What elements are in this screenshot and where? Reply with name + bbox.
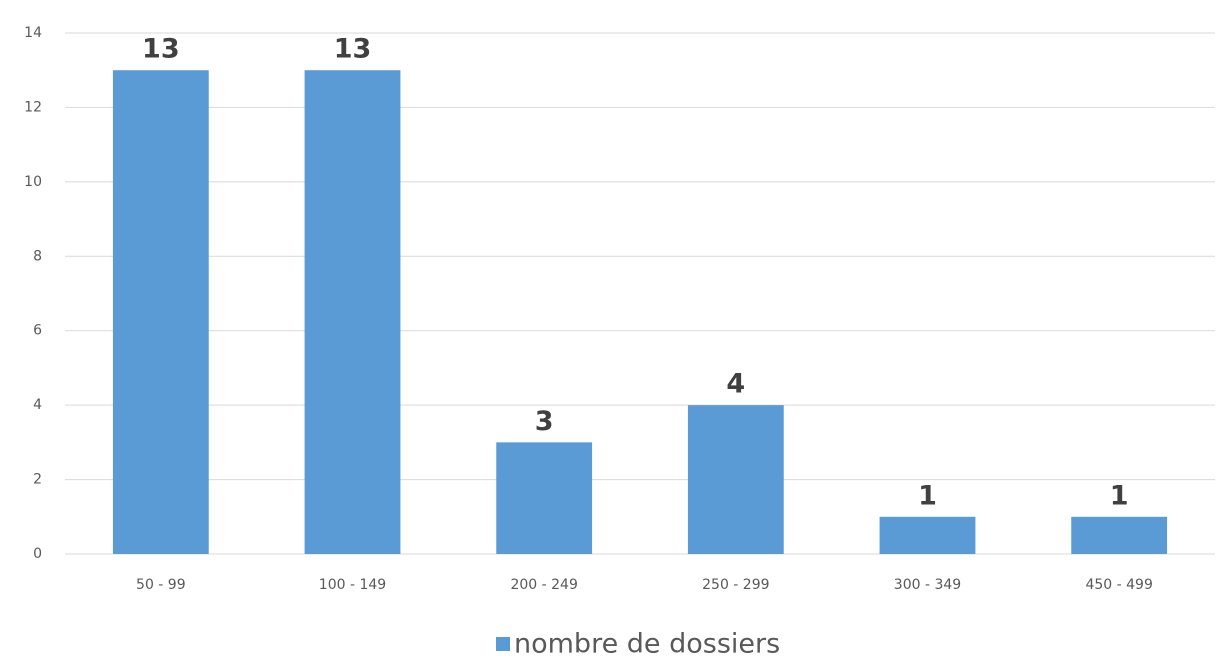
y-tick-label: 4	[33, 397, 42, 413]
bar	[496, 442, 593, 554]
data-label: 3	[535, 406, 554, 437]
data-label: 13	[334, 34, 372, 65]
x-tick-label: 450 - 499	[1085, 577, 1152, 593]
y-tick-label: 2	[33, 472, 42, 488]
bar	[112, 70, 209, 554]
legend-label: nombre de dossiers	[514, 629, 780, 659]
bar	[304, 70, 401, 554]
data-label: 13	[142, 34, 180, 65]
x-tick-label: 200 - 249	[510, 577, 577, 593]
data-label: 1	[918, 480, 937, 511]
y-tick-label: 8	[33, 248, 42, 264]
y-tick-label: 10	[24, 174, 42, 190]
bar	[687, 405, 784, 554]
y-tick-label: 0	[33, 546, 42, 562]
bar	[1071, 516, 1168, 554]
legend-swatch	[496, 637, 510, 651]
bar	[879, 516, 976, 554]
x-tick-label: 50 - 99	[136, 577, 186, 593]
x-tick-label: 100 - 149	[319, 577, 386, 593]
data-label: 1	[1110, 480, 1129, 511]
y-tick-label: 6	[33, 323, 42, 339]
data-label: 4	[726, 369, 745, 400]
x-tick-label: 300 - 349	[894, 577, 961, 593]
x-tick-label: 250 - 299	[702, 577, 769, 593]
y-tick-label: 14	[24, 25, 42, 41]
y-tick-label: 12	[24, 99, 42, 115]
